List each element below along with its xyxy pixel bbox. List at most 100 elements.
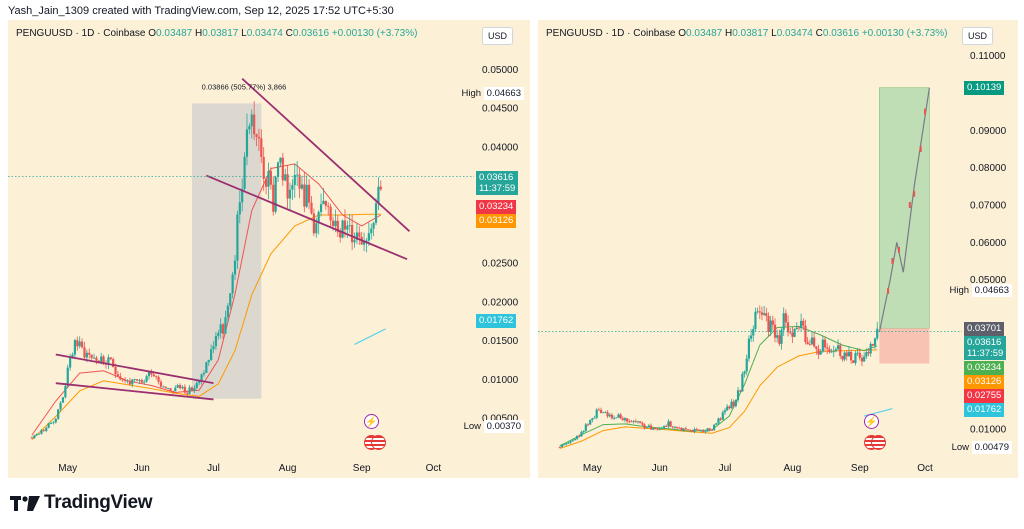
y-tick-label: 0.00500 <box>482 414 519 425</box>
candle-body <box>109 357 112 360</box>
candle-body <box>823 339 827 348</box>
candle-body <box>595 409 598 418</box>
us-flag-icon[interactable] <box>864 435 888 450</box>
candle-body <box>71 354 74 358</box>
candle-body <box>35 434 38 436</box>
y-tick-label: 0.01000 <box>482 375 519 386</box>
candle-body <box>684 428 687 430</box>
candle-body <box>756 311 759 313</box>
candle-body <box>780 329 783 344</box>
candle-body <box>765 313 768 317</box>
lightning-icon[interactable]: ⚡ <box>364 414 379 429</box>
high-label-text: High <box>461 88 484 100</box>
candle-body <box>562 444 566 446</box>
candle-body <box>339 232 342 238</box>
chart-canvas-right[interactable]: May Jun Jul Aug Sep Oct 0.11000 0.09000 0.08000 0… <box>538 20 1018 478</box>
candle-body <box>207 360 210 363</box>
candle-body <box>786 322 790 333</box>
candle-body <box>615 417 618 419</box>
candle-body <box>754 311 757 329</box>
y-tick-label: 0.05000 <box>970 275 1007 286</box>
low-label: L <box>771 28 777 39</box>
candle-body <box>100 356 103 362</box>
candle-body <box>212 346 215 350</box>
candle-body <box>57 409 60 419</box>
symbol-name: PENGUUSD · 1D · Coinbase <box>546 28 676 39</box>
candle-body <box>852 360 855 364</box>
low-label-value: 0.00370 <box>483 420 524 434</box>
high-label-value: 0.04663 <box>483 87 524 101</box>
candle-body <box>133 379 136 381</box>
chart-panel-right[interactable]: May Jun Jul Aug Sep Oct 0.11000 0.09000 0.08000 0… <box>538 20 1018 478</box>
price-tag-countdown: 11:37:59 <box>479 182 516 194</box>
chart-panel-left[interactable]: May Jun Jul Aug Sep Oct 0.03866 (505.77%) 3,86… <box>8 20 530 478</box>
price-tag-countdown: 11:37:59 <box>967 347 1004 359</box>
candle-body <box>274 176 277 212</box>
candle-body <box>188 387 191 394</box>
candle-body <box>42 430 45 431</box>
candle-body <box>147 371 151 377</box>
candle-body <box>578 435 581 437</box>
y-tick-label: 0.02000 <box>482 297 519 308</box>
candle-body <box>162 386 165 388</box>
candle-body <box>205 362 208 373</box>
candle-body <box>821 339 824 352</box>
candle-body <box>76 340 79 347</box>
candle-body <box>317 212 320 224</box>
candle-body <box>752 328 755 336</box>
candle-body <box>315 223 318 234</box>
event-icons-right[interactable]: ⚡ <box>864 414 888 450</box>
us-flag-icon[interactable] <box>364 435 388 450</box>
candle-body <box>789 332 792 334</box>
candle-body <box>656 428 659 430</box>
price-tag-value: 0.03234 <box>479 200 514 212</box>
lightning-icon[interactable]: ⚡ <box>864 414 879 429</box>
x-tick-label: Sep <box>851 463 869 474</box>
candle-body <box>773 324 777 338</box>
candle-body <box>591 418 594 420</box>
candle-body <box>334 220 337 227</box>
low-label: Low 0.00370 <box>463 420 524 434</box>
candle-body <box>370 228 373 234</box>
candle-body <box>693 429 696 432</box>
candle-body <box>663 426 666 428</box>
candle-body <box>854 353 857 364</box>
y-tick-label: 0.01500 <box>482 336 519 347</box>
high-label-value: 0.04663 <box>971 284 1012 298</box>
candle-body <box>300 184 304 189</box>
candle-body <box>40 430 43 434</box>
candle-body <box>571 440 574 442</box>
candle-body <box>856 352 859 354</box>
candle-body <box>697 429 701 431</box>
candle-body <box>164 386 167 389</box>
candle-body <box>379 186 382 190</box>
candle-body <box>732 401 735 407</box>
x-tick-label: Sep <box>353 463 371 474</box>
low-label-text: Low <box>951 441 972 453</box>
candle-body <box>351 225 354 243</box>
currency-button-right[interactable]: USD <box>962 27 994 45</box>
candle-body <box>83 347 86 358</box>
y-tick-label: 0.02500 <box>482 259 519 270</box>
candle-body <box>810 337 814 345</box>
x-tick-label: Jul <box>207 463 220 474</box>
candle-body <box>288 189 292 199</box>
low-label-text: Low <box>463 421 484 433</box>
candle-body <box>226 305 229 318</box>
y-tick-label: 0.08000 <box>970 163 1007 174</box>
measure-box <box>192 103 262 399</box>
chart-canvas-left[interactable]: May Jun Jul Aug Sep Oct 0.03866 (505.77%) 3,86… <box>8 20 530 478</box>
projection-candle <box>924 108 927 115</box>
currency-button-left[interactable]: USD <box>482 27 514 45</box>
projection-candle <box>913 190 916 197</box>
price-tag-value: 0.03234 <box>967 361 1002 373</box>
candle-body <box>573 438 577 441</box>
candle-body <box>865 352 868 357</box>
candle-body <box>567 442 570 444</box>
candle-body <box>676 426 679 428</box>
event-icons-left[interactable]: ⚡ <box>364 414 388 450</box>
candle-body <box>138 380 141 381</box>
open-value: 0.03487 <box>156 28 193 39</box>
candle-body <box>586 424 590 426</box>
candle-body <box>845 352 848 357</box>
